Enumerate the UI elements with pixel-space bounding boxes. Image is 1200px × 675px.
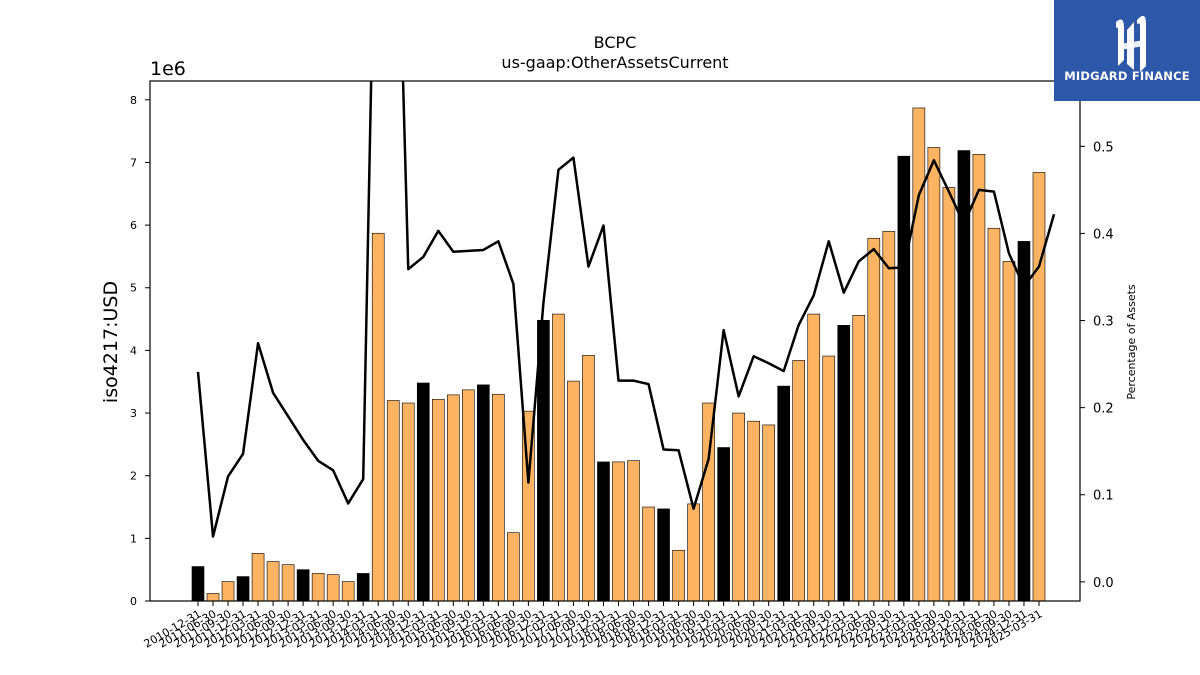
bar: [927, 147, 941, 601]
bar: [672, 549, 685, 601]
bar: [552, 313, 565, 601]
bar: [1002, 261, 1016, 601]
y2-tick-label: 0.2: [1093, 402, 1114, 417]
y-tick-label: 1: [130, 532, 137, 545]
plot-frame: [149, 80, 1081, 602]
y2-tick-label: 0.4: [1093, 227, 1114, 242]
bar: [221, 581, 235, 601]
y2-tick-label: 0.5: [1093, 140, 1114, 155]
bar: [416, 382, 430, 601]
bar: [777, 385, 791, 601]
bar: [627, 460, 640, 601]
bar: [612, 461, 625, 601]
y-tick-label: 2: [130, 470, 137, 483]
bar: [236, 576, 250, 601]
y-offset-label: 1e6: [150, 58, 186, 80]
logo-text: MIDGARD FINANCE: [1064, 69, 1190, 83]
bar: [206, 593, 220, 601]
bar: [537, 320, 550, 601]
y2-tick-label: 0.3: [1093, 315, 1114, 330]
y-tick-label: 5: [130, 282, 137, 295]
bar: [326, 574, 340, 601]
y2-axis: 0.0 0.1 0.2 0.3 0.4 0.5: [1080, 140, 1114, 591]
y2-tick-label: 0.1: [1093, 489, 1114, 504]
bar: [957, 150, 971, 601]
y2-axis-label: Percentage of Assets: [1125, 284, 1138, 400]
bar: [341, 581, 355, 601]
bar: [401, 402, 415, 601]
bar: [732, 412, 745, 601]
bar: [852, 315, 866, 601]
bar: [822, 355, 836, 601]
logo-mark-icon: [1116, 15, 1146, 72]
y-axis: 0 1 2 3 4 5 6 7 8: [130, 94, 150, 608]
bar: [987, 227, 1001, 601]
bar: [191, 566, 205, 601]
bar: [356, 573, 370, 601]
y-axis-label: iso4217:USD: [100, 281, 122, 403]
y-tick-label: 7: [130, 156, 137, 169]
bar-series: [191, 107, 1046, 601]
bar: [296, 569, 310, 601]
bar: [837, 325, 851, 601]
bar: [807, 313, 821, 601]
bar: [582, 355, 595, 601]
bar: [687, 503, 700, 601]
percentage-line: [196, 81, 1056, 538]
bar: [266, 561, 280, 601]
bar: [762, 424, 775, 601]
y-tick-label: 0: [130, 595, 137, 608]
bar: [882, 231, 896, 601]
bar: [462, 389, 475, 601]
y-tick-label: 6: [130, 219, 137, 232]
bar: [747, 420, 760, 601]
chart-title: BCPC: [594, 33, 637, 52]
bar: [371, 232, 385, 601]
bar: [446, 394, 460, 601]
bar: [281, 564, 295, 601]
bar: [251, 553, 265, 601]
chart-subtitle: us-gaap:OtherAssetsCurrent: [501, 53, 728, 72]
y-tick-label: 4: [130, 344, 137, 357]
bar: [642, 506, 655, 601]
bar: [717, 447, 730, 601]
bar: [942, 187, 956, 601]
bar: [477, 384, 490, 601]
bar: [1032, 172, 1046, 601]
x-axis: 2010-12-312011-06-302011-09-302011-12-31…: [142, 601, 1045, 651]
bar: [431, 398, 445, 601]
bar: [1017, 241, 1031, 601]
bar: [597, 461, 610, 601]
bar: [311, 573, 325, 601]
bar: [507, 532, 520, 601]
bar: [567, 380, 580, 601]
bar: [386, 400, 400, 601]
y2-tick-label: 0.0: [1093, 576, 1114, 591]
bar: [867, 237, 881, 601]
bar: [972, 154, 986, 601]
y-tick-label: 3: [130, 407, 137, 420]
line-series: [196, 81, 1056, 538]
y-tick-label: 8: [130, 94, 137, 107]
midgard-finance-logo: MIDGARD FINANCE: [1054, 0, 1200, 101]
bar: [792, 360, 806, 601]
bar: [657, 508, 670, 601]
bar: [897, 155, 911, 601]
bar: [912, 107, 926, 601]
bar: [492, 393, 505, 601]
